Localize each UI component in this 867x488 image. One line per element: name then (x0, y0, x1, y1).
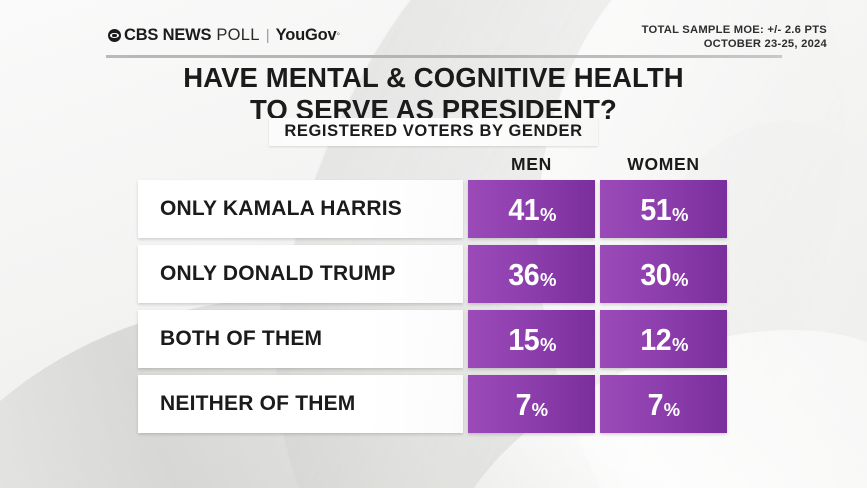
row-label: BOTH OF THEM (160, 327, 323, 350)
table-row: ONLY DONALD TRUMP 36 % 30 % (138, 245, 727, 303)
percent-symbol: % (672, 269, 689, 290)
row-label: ONLY DONALD TRUMP (160, 262, 396, 285)
row-label: ONLY KAMALA HARRIS (160, 197, 403, 220)
margin-of-error-text: TOTAL SAMPLE MOE: +/- 2.6 PTS (641, 24, 827, 36)
value-cell-women: 12 % (600, 310, 727, 368)
value-number: 41 (507, 191, 539, 227)
value-cell-men: 15 % (468, 310, 595, 368)
poll-meta: TOTAL SAMPLE MOE: +/- 2.6 PTS OCTOBER 23… (642, 24, 827, 51)
table-row: NEITHER OF THEM 7 % 7 % (138, 375, 727, 433)
column-headers: MEN WOMEN (468, 154, 728, 175)
percent-symbol: % (663, 399, 681, 420)
row-label-cell: ONLY KAMALA HARRIS (138, 180, 463, 238)
poll-date-text: OCTOBER 23-25, 2024 (703, 37, 827, 50)
table-row: ONLY KAMALA HARRIS 41 % 51 % (138, 180, 727, 238)
percent-symbol: % (540, 204, 557, 225)
value-cell-women: 51 % (600, 180, 727, 238)
value-number: 15 (507, 321, 539, 357)
value-cell-men: 41 % (468, 180, 595, 238)
yougov-wordmark: YouGov (275, 26, 337, 44)
value-number: 7 (515, 386, 532, 422)
value-number: 30 (639, 256, 671, 292)
value-number: 7 (647, 386, 664, 422)
brand-separator: | (265, 27, 270, 44)
row-label-cell: NEITHER OF THEM (138, 375, 463, 433)
row-label-cell: BOTH OF THEM (138, 310, 463, 368)
percent-symbol: % (531, 399, 549, 420)
value-number: 51 (639, 191, 671, 227)
percent-symbol: % (540, 334, 557, 355)
brand-lockup: CBS NEWS POLL | YouGov ° (108, 26, 340, 45)
row-label-cell: ONLY DONALD TRUMP (138, 245, 463, 303)
results-table: ONLY KAMALA HARRIS 41 % 51 % ONLY DONALD… (138, 180, 727, 433)
value-cell-men: 7 % (468, 375, 595, 433)
page-title: HAVE MENTAL & COGNITIVE HEALTH TO SERVE … (0, 62, 867, 126)
value-number: 12 (639, 321, 671, 357)
value-cell-women: 30 % (600, 245, 727, 303)
column-header-women: WOMEN (627, 154, 700, 174)
yougov-trademark-mark: ° (336, 30, 341, 41)
table-row: BOTH OF THEM 15 % 12 % (138, 310, 727, 368)
value-number: 36 (507, 256, 539, 292)
subtitle-text: REGISTERED VOTERS BY GENDER (269, 118, 598, 146)
row-label: NEITHER OF THEM (160, 392, 356, 415)
percent-symbol: % (672, 204, 689, 225)
title-line-1: HAVE MENTAL & COGNITIVE HEALTH (183, 62, 684, 93)
column-header-men: MEN (511, 154, 552, 174)
cbs-eye-icon (108, 29, 121, 42)
cbs-news-wordmark: CBS NEWS (124, 26, 212, 44)
value-cell-men: 36 % (468, 245, 595, 303)
header-divider (106, 55, 782, 58)
percent-symbol: % (672, 334, 689, 355)
header: CBS NEWS POLL | YouGov ° TOTAL SAMPLE MO… (108, 24, 827, 54)
value-cell-women: 7 % (600, 375, 727, 433)
poll-wordmark: POLL (216, 26, 260, 44)
percent-symbol: % (540, 269, 557, 290)
subtitle-banner: REGISTERED VOTERS BY GENDER (0, 118, 867, 146)
